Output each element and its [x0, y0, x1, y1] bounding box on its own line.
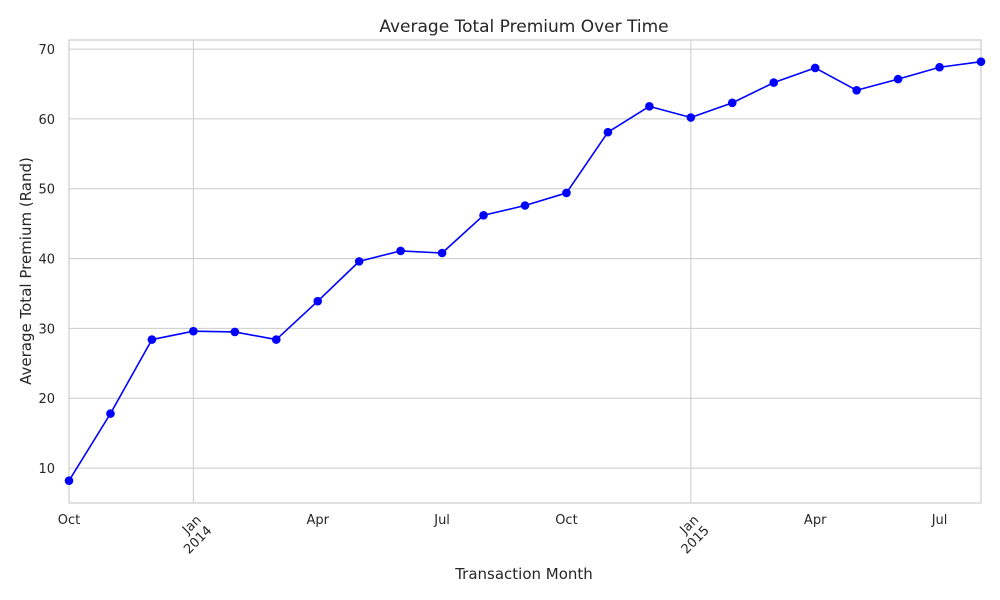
- y-axis-title: Average Total Premium (Rand): [17, 157, 35, 385]
- series-layer: [64, 57, 986, 485]
- y-tick-label: 20: [38, 392, 55, 407]
- y-tick-label: 70: [38, 43, 55, 58]
- y-tick-label: 10: [38, 462, 55, 477]
- y-tick-labels: 10 20 30 40 50 60 70: [38, 43, 55, 477]
- data-point: [106, 409, 115, 418]
- data-point: [976, 57, 986, 66]
- data-point: [271, 335, 281, 344]
- data-point: [686, 113, 696, 122]
- x-tick-label: Apr: [306, 513, 329, 528]
- x-axis-title: Transaction Month: [454, 565, 593, 583]
- data-point: [189, 326, 198, 336]
- x-tick-label: Oct: [555, 513, 577, 528]
- data-point: [852, 85, 861, 95]
- data-point: [230, 327, 240, 337]
- data-point: [727, 98, 737, 108]
- data-point: [562, 188, 571, 198]
- y-tick-label: 40: [38, 253, 55, 268]
- data-point: [769, 78, 779, 87]
- data-point: [935, 62, 944, 72]
- data-point: [437, 248, 447, 258]
- data-point: [396, 246, 405, 256]
- data-point: [603, 127, 613, 137]
- data-point: [893, 74, 903, 84]
- data-point: [520, 201, 530, 210]
- data-point: [147, 335, 157, 344]
- chart-title: Average Total Premium Over Time: [379, 17, 668, 37]
- x-tick-label: Jul: [931, 513, 948, 528]
- data-point: [810, 63, 820, 73]
- data-point: [479, 210, 488, 220]
- grid-lines: [69, 40, 981, 503]
- y-tick-label: 60: [38, 113, 55, 128]
- data-point: [64, 476, 74, 485]
- data-point: [645, 102, 654, 111]
- data-point: [313, 296, 323, 306]
- x-tick-label: Oct: [58, 513, 80, 528]
- data-point: [354, 257, 364, 266]
- y-tick-label: 30: [38, 322, 55, 337]
- plot-frame: [68, 39, 982, 504]
- x-tick-label: Apr: [804, 513, 827, 528]
- y-tick-label: 50: [38, 183, 55, 198]
- x-tick-label: Jul: [433, 513, 450, 528]
